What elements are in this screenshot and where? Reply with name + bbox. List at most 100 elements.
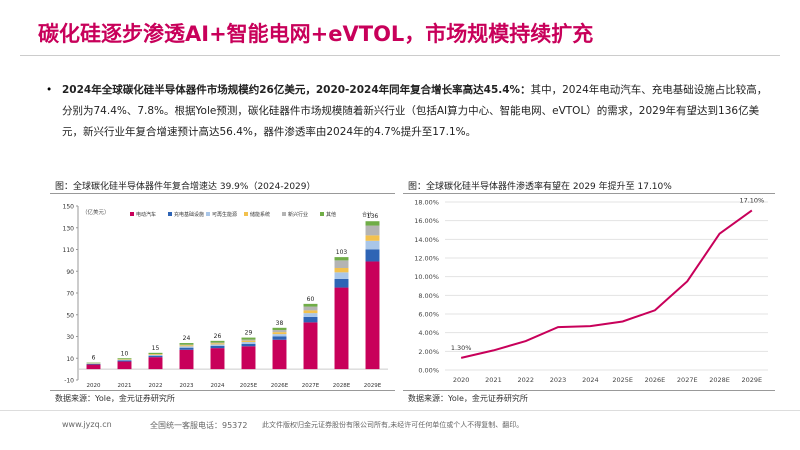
data-label: 17.10% [739, 196, 764, 204]
legend-label: 合计 [362, 211, 372, 218]
bar-segment [117, 360, 132, 362]
legend-label: 电动汽车 [136, 211, 156, 218]
legend-swatch [282, 212, 286, 216]
legend-swatch [130, 212, 134, 216]
y-tick-label: 50 [66, 312, 74, 319]
y-tick-label: 30 [66, 334, 74, 341]
bar-segment [334, 287, 349, 370]
bar-segment [303, 303, 318, 307]
bar-segment [334, 278, 349, 288]
bar-segment [179, 345, 194, 347]
bar-segment [241, 337, 256, 340]
total-label: 15 [152, 345, 160, 352]
bar-segment [334, 260, 349, 268]
x-tick-label: 2024 [582, 376, 599, 384]
y-tick-label: 0.00% [418, 367, 439, 375]
y-tick-label: 12.00% [414, 255, 439, 263]
bar-segment [210, 345, 225, 349]
legend-swatch [244, 212, 248, 216]
bar-segment [148, 357, 163, 370]
source: 数据来源：Yole，金元证券研究所 [55, 394, 175, 403]
legend-label: 可再生能源 [212, 211, 237, 218]
x-tick-label: 2020 [453, 376, 470, 384]
slide-title: 碳化硅逐步渗透AI+智能电网+eVTOL，市场规模持续扩充 [38, 22, 594, 46]
bullet-text: 2024年全球碳化硅半导体器件市场规模约26亿美元，2020-2024年同年复合… [62, 80, 774, 143]
y-tick-label: 70 [66, 291, 74, 298]
bar-segment [241, 346, 256, 370]
bar-segment [303, 316, 318, 323]
bar-segment [365, 240, 380, 250]
bar-segment [148, 354, 163, 355]
x-tick-label: 2023 [180, 383, 194, 389]
bar-segment [117, 359, 132, 360]
legend-label: 新兴行业 [288, 211, 308, 218]
x-tick-label: 2027E [302, 383, 320, 389]
legend-swatch [168, 212, 172, 216]
bar-segment [334, 267, 349, 273]
y-tick-label: 10.00% [414, 273, 439, 281]
bar-segment [272, 327, 287, 330]
legend-swatch [206, 212, 210, 216]
bar-segment [365, 225, 380, 236]
total-label: 24 [183, 335, 191, 342]
y-tick-label: 2.00% [418, 348, 439, 356]
total-label: 136 [367, 213, 379, 220]
divider [50, 390, 395, 391]
bar-segment [210, 344, 225, 346]
bar-segment [179, 349, 194, 370]
bar-segment [148, 352, 163, 355]
total-label: 26 [214, 333, 222, 340]
y-tick-label: 130 [63, 225, 75, 232]
chart-title: 图：全球碳化硅半导体器件年复合增速达 39.9%（2024-2029） [55, 182, 316, 192]
y-axis-label: （亿美元） [82, 208, 110, 216]
y-tick-label: 14.00% [414, 236, 439, 244]
y-tick-label: 110 [63, 247, 75, 254]
bar-segment [179, 347, 194, 350]
x-tick-label: 2022 [149, 383, 163, 389]
bar-segment [272, 336, 287, 340]
y-tick-label: 6.00% [418, 311, 439, 319]
chart-title: 图：全球碳化硅半导体器件渗透率有望在 2029 年提升至 17.10% [408, 182, 672, 192]
bar-segment [210, 348, 225, 370]
y-tick-label: 16.00% [414, 217, 439, 225]
bar-segment [334, 257, 349, 261]
bar-segment [210, 342, 225, 344]
bar-segment [365, 249, 380, 262]
bar-segment [272, 329, 287, 333]
bar-segment [365, 235, 380, 241]
divider [50, 193, 395, 194]
legend-swatch [320, 212, 324, 216]
y-tick-label: 90 [66, 269, 74, 276]
bar-segment [86, 364, 101, 370]
bar-segment [86, 363, 101, 365]
source: 数据来源：Yole，金元证券研究所 [408, 394, 528, 403]
x-tick-label: 2027E [677, 376, 698, 384]
bar-segment [117, 361, 132, 370]
total-label: 29 [245, 330, 253, 337]
x-tick-label: 2026E [271, 383, 289, 389]
legend-label: 储能系统 [250, 211, 270, 218]
bar-segment [179, 344, 194, 346]
x-tick-label: 2022 [517, 376, 534, 384]
bar-segment [365, 261, 380, 370]
total-label: 6 [92, 355, 96, 362]
bar-segment [210, 343, 225, 345]
footer-hotline: 全国统一客服电话：95372 [150, 421, 248, 430]
x-tick-label: 2023 [550, 376, 567, 384]
bullet-lead: 2024年全球碳化硅半导体器件市场规模约26亿美元，2020-2024年同年复合… [62, 84, 531, 96]
x-tick-label: 2026E [645, 376, 666, 384]
x-tick-label: 2020 [87, 383, 101, 389]
x-tick-label: 2029E [742, 376, 763, 384]
bar-segment [148, 354, 163, 356]
y-tick-label: 4.00% [418, 329, 439, 337]
divider [403, 390, 775, 391]
bar-segment [303, 322, 318, 370]
bar-segment [334, 272, 349, 279]
data-label: 1.30% [451, 344, 472, 352]
bar-chart: -10 10 30 50 70 90 110 130 150 （亿美元） 电动汽车 充电基础设施 可再生… [63, 204, 388, 389]
y-tick-label: 8.00% [418, 292, 439, 300]
legend-label: 其他 [326, 211, 336, 218]
x-tick-label: 2021 [485, 376, 502, 384]
y-tick-label: 18.00% [414, 199, 439, 207]
